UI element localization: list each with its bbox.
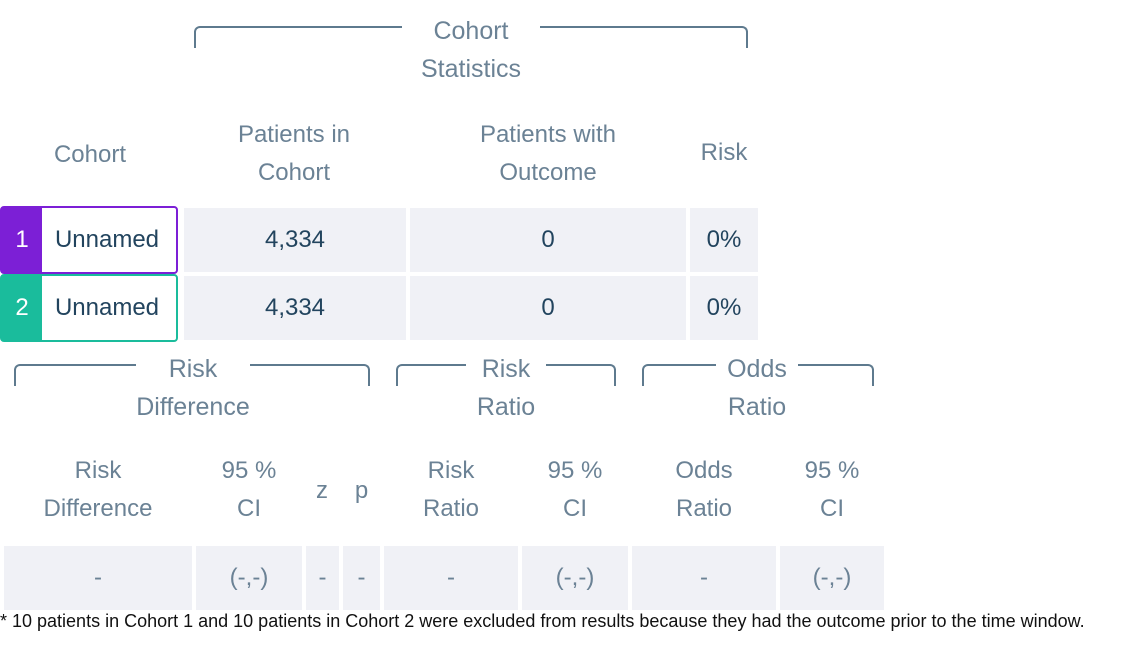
odds-ratio-header-line1: Odds (675, 457, 733, 484)
cohort-1-outcome-value: 0 (541, 226, 555, 253)
patients-in-cohort-header: Patients in Cohort (184, 116, 404, 192)
cohort-2-risk-value: 0% (706, 294, 742, 321)
risk-difference-header-line1: Risk (74, 457, 122, 484)
cohort-1-patients-cell: 4,334 (184, 208, 406, 272)
or-ci-value: (-,-) (812, 564, 852, 591)
rd-ci-header-line1: 95 % (221, 457, 277, 484)
risk-ratio-group-line2: Ratio (476, 393, 536, 421)
cohort-statistics-label-line1: Cohort (433, 17, 509, 45)
odds-ratio-group-label: Odds Ratio (716, 350, 798, 426)
rr-ci-header-line2: CI (563, 495, 587, 522)
risk-ratio-group-line1: Risk (481, 355, 531, 383)
risk-ratio-value-cell: - (384, 546, 518, 610)
z-header: z (306, 472, 338, 510)
p-value-cell: - (343, 546, 380, 610)
outcome-header-line2: Outcome (499, 159, 597, 186)
rd-ci-value: (-,-) (229, 564, 269, 591)
cohort-1-risk-cell: 0% (690, 208, 758, 272)
p-value: - (357, 564, 366, 591)
cohort-1-outcome-cell: 0 (410, 208, 686, 272)
z-value-cell: - (306, 546, 339, 610)
patients-with-outcome-header: Patients with Outcome (410, 116, 686, 192)
cohort-2-number: 2 (15, 294, 29, 321)
odds-ratio-value-cell: - (632, 546, 776, 610)
odds-ratio-group-line2: Ratio (727, 393, 787, 421)
rd-ci-value-cell: (-,-) (196, 546, 302, 610)
or-ci-header-line2: CI (820, 495, 844, 522)
odds-ratio-value: - (700, 564, 708, 591)
risk-difference-header-line2: Difference (43, 495, 153, 522)
rr-ci-value-cell: (-,-) (522, 546, 628, 610)
cohort-2-name: Unnamed (54, 294, 160, 321)
p-header: p (343, 472, 380, 510)
risk-difference-group-line2: Difference (136, 393, 250, 421)
risk-difference-value-cell: - (4, 546, 192, 610)
odds-ratio-header: Odds Ratio (632, 452, 776, 528)
risk-ratio-value: - (447, 564, 455, 591)
risk-difference-header: Risk Difference (4, 452, 192, 528)
or-ci-header-line1: 95 % (804, 457, 860, 484)
patients-header-line1: Patients in (237, 121, 351, 148)
risk-ratio-group-label: Risk Ratio (466, 350, 546, 426)
odds-ratio-header-line2: Ratio (675, 495, 733, 522)
or-ci-value-cell: (-,-) (780, 546, 884, 610)
cohort-1-patients-value: 4,334 (264, 226, 326, 253)
p-header-text: p (354, 477, 369, 504)
rd-ci-header: 95 % CI (196, 452, 302, 528)
or-ci-header: 95 % CI (780, 452, 884, 528)
patients-header-line2: Cohort (257, 159, 331, 186)
cohort-2-outcome-cell: 0 (410, 276, 686, 340)
risk-ratio-header-line2: Ratio (422, 495, 480, 522)
rr-ci-header: 95 % CI (522, 452, 628, 528)
rr-ci-header-line1: 95 % (547, 457, 603, 484)
exclusion-footnote: * 10 patients in Cohort 1 and 10 patient… (0, 611, 1085, 631)
cohort-2-patients-cell: 4,334 (184, 276, 406, 340)
cohort-header-text: Cohort (53, 141, 127, 168)
risk-header: Risk (690, 134, 758, 172)
z-header-text: z (316, 477, 328, 504)
risk-difference-value: - (94, 564, 102, 591)
cohort-2-card[interactable]: 2 Unnamed (0, 274, 178, 342)
cohort-2-patients-value: 4,334 (264, 294, 326, 321)
cohort-statistics-label-line2: Statistics (420, 55, 522, 83)
cohort-statistics-group-label: Cohort Statistics (402, 12, 540, 88)
cohort-2-number-badge: 2 (2, 276, 42, 340)
odds-ratio-group-line1: Odds (727, 355, 787, 383)
outcome-header-line1: Patients with (479, 121, 617, 148)
rd-ci-header-line2: CI (237, 495, 261, 522)
risk-ratio-header: Risk Ratio (384, 452, 518, 528)
cohort-column-header: Cohort (0, 136, 180, 174)
cohort-1-name: Unnamed (54, 226, 160, 253)
rr-ci-value: (-,-) (555, 564, 595, 591)
cohort-1-card[interactable]: 1 Unnamed (0, 206, 178, 274)
risk-ratio-header-line1: Risk (427, 457, 475, 484)
z-value: - (318, 564, 327, 591)
cohort-2-outcome-value: 0 (541, 294, 555, 321)
cohort-1-number: 1 (15, 226, 29, 253)
risk-difference-group-label: Risk Difference (136, 350, 250, 426)
cohort-1-number-badge: 1 (2, 208, 42, 272)
cohort-2-risk-cell: 0% (690, 276, 758, 340)
cohort-1-risk-value: 0% (706, 226, 742, 253)
risk-difference-group-line1: Risk (168, 355, 218, 383)
risk-header-text: Risk (700, 139, 748, 166)
